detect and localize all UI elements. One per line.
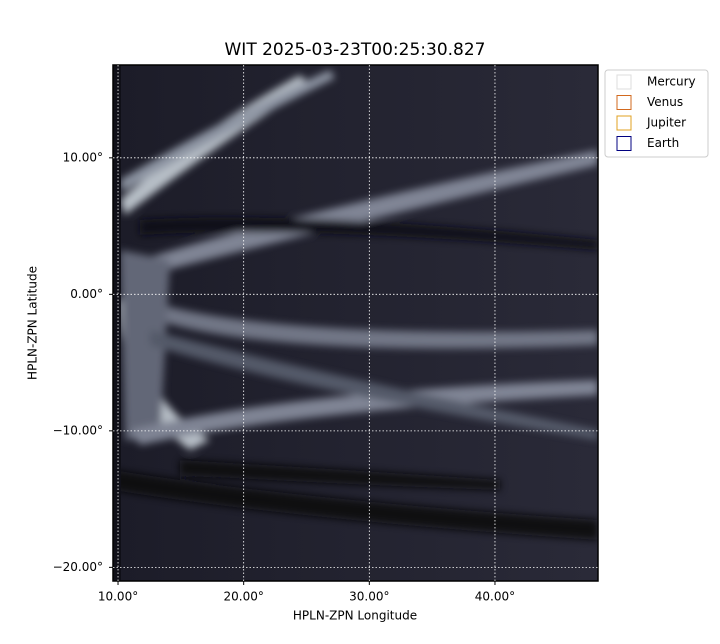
legend-box: [604, 69, 709, 158]
x-tick-label: 30.00°: [349, 590, 389, 604]
x-axis-label: HPLN-ZPN Longitude: [293, 609, 417, 623]
legend-swatch: [616, 95, 632, 110]
x-tick-label: 40.00°: [475, 590, 515, 604]
legend-label: Mercury: [647, 75, 696, 89]
legend-label: Earth: [647, 136, 679, 150]
y-axis-label: HPLN-ZPN Latitude: [26, 266, 40, 380]
chart-title: WIT 2025-03-23T00:25:30.827: [225, 40, 486, 60]
legend-swatch: [616, 115, 632, 131]
legend-swatch: [616, 136, 632, 151]
y-tick-label: −20.00°: [53, 560, 103, 574]
y-tick-label: 0.00°: [70, 287, 103, 301]
plot-frame: [112, 64, 599, 582]
legend-label: Jupiter: [646, 116, 686, 130]
y-tick-label: 10.00°: [63, 150, 103, 164]
y-tick-label: −10.00°: [53, 423, 103, 437]
legend-label: Venus: [647, 95, 683, 109]
legend-swatch: [616, 74, 632, 90]
x-tick-label: 10.00°: [98, 590, 138, 604]
legend: Mercury Venus Jupiter Earth: [604, 69, 709, 158]
image: [113, 65, 598, 581]
x-tick-label: 20.00°: [223, 590, 263, 604]
